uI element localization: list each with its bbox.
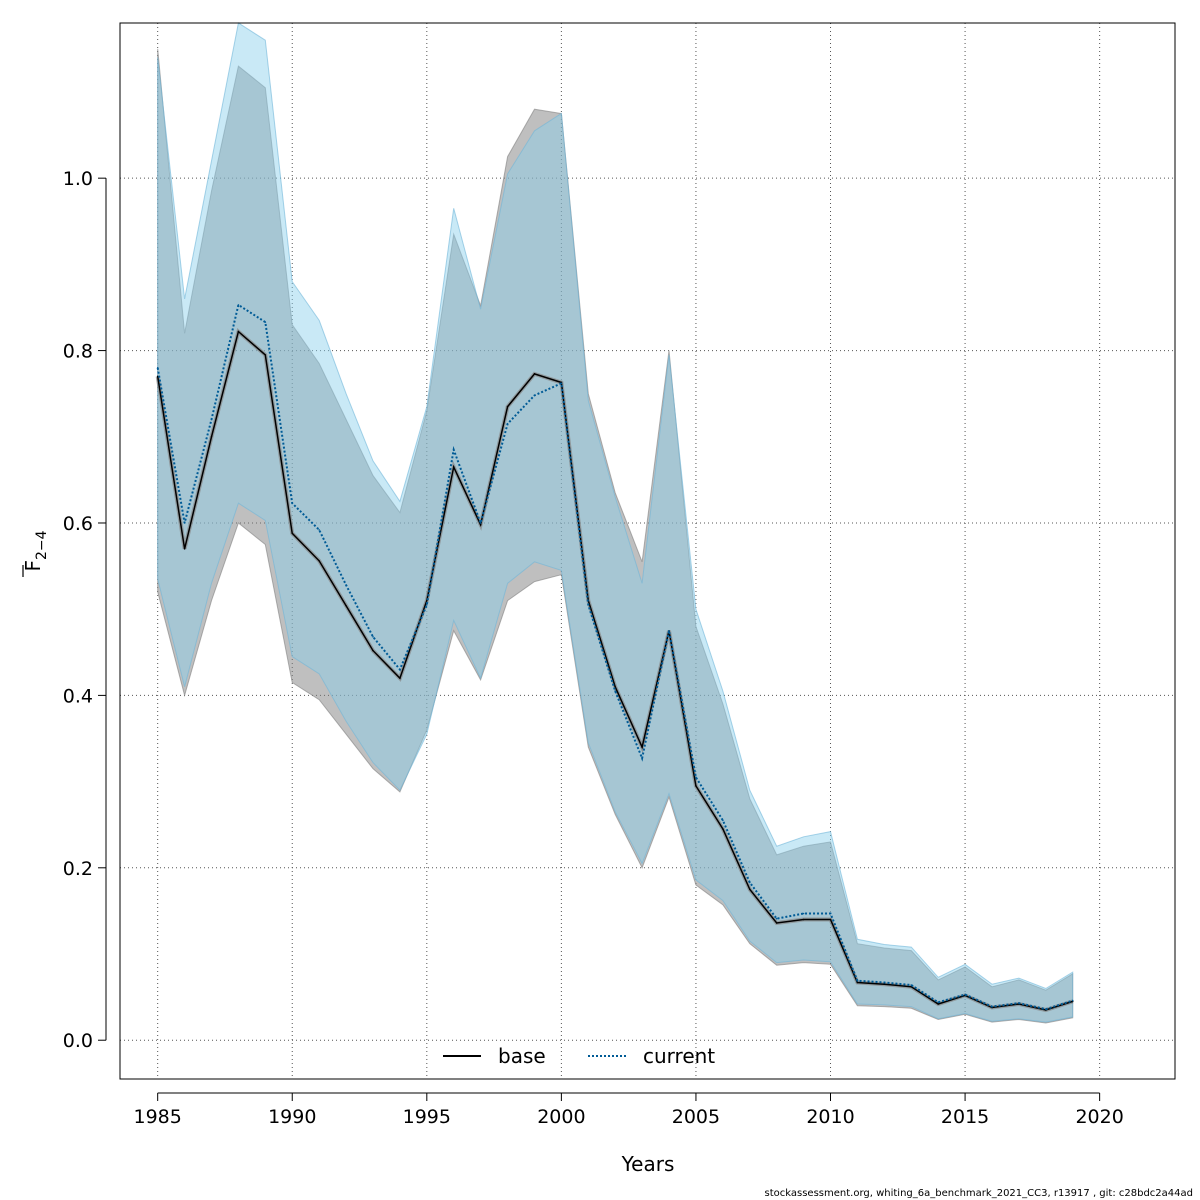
point-base-2002 — [614, 685, 617, 688]
point-current-1985 — [156, 367, 159, 369]
point-base-1988 — [237, 330, 240, 333]
point-base-1999 — [533, 373, 536, 375]
x-tick-label-2020: 2020 — [1075, 1106, 1123, 1128]
point-base-1986 — [183, 548, 186, 550]
point-current-2006 — [722, 819, 724, 822]
point-current-2018 — [1045, 1008, 1047, 1010]
point-current-1992 — [345, 584, 347, 586]
y-tick-label-1: 1.0 — [63, 168, 93, 190]
point-base-2005 — [695, 785, 697, 787]
point-current-2008 — [775, 917, 778, 920]
x-tick-label-2010: 2010 — [806, 1106, 854, 1128]
point-current-1997 — [479, 522, 482, 524]
point-base-2007 — [748, 888, 751, 891]
point-base-1997 — [479, 523, 482, 526]
point-base-2012 — [883, 983, 886, 985]
point-base-1993 — [372, 649, 374, 652]
point-current-2013 — [910, 984, 913, 986]
y-axis-title-base: F — [21, 560, 45, 572]
point-base-1994 — [399, 677, 401, 679]
point-current-2003 — [641, 757, 643, 760]
y-tick-label-0.6: 0.6 — [63, 513, 93, 535]
point-base-2011 — [856, 981, 859, 984]
point-current-2001 — [587, 604, 590, 606]
band-current — [157, 22, 1074, 1023]
point-current-2014 — [937, 1001, 939, 1004]
point-current-2010 — [829, 912, 832, 915]
footer-credit: stockassessment.org, whiting_6a_benchmar… — [765, 1188, 1193, 1199]
point-base-1992 — [345, 604, 347, 607]
series-lines — [155, 303, 1074, 1013]
legend: base current — [443, 1044, 715, 1068]
x-tick-label-1985: 1985 — [133, 1106, 181, 1128]
point-current-2017 — [1018, 1002, 1020, 1004]
point-current-2004 — [668, 629, 670, 632]
x-tick-label-1990: 1990 — [268, 1106, 316, 1128]
point-base-2006 — [722, 828, 724, 830]
point-base-1985 — [156, 375, 159, 378]
point-current-2009 — [802, 912, 805, 915]
point-current-2005 — [695, 776, 697, 779]
x-tick-label-2015: 2015 — [941, 1106, 989, 1128]
point-current-2015 — [964, 993, 966, 996]
point-current-2000 — [560, 382, 563, 385]
y-axis-title: F2−4 — [21, 530, 50, 577]
x-tick-label-2000: 2000 — [537, 1106, 585, 1128]
point-current-2012 — [883, 981, 886, 984]
plot-frame — [119, 22, 1176, 1080]
svg-text:F2−4: F2−4 — [21, 530, 50, 571]
point-current-1993 — [372, 635, 374, 638]
y-axis-title-subscript: 2−4 — [34, 530, 50, 560]
point-base-1987 — [210, 435, 213, 438]
point-current-1991 — [318, 529, 320, 531]
y-tick-label-0.2: 0.2 — [63, 858, 93, 880]
point-current-2002 — [614, 690, 617, 692]
x-axis-title: Years — [621, 1152, 675, 1176]
legend-label-current: current — [643, 1044, 715, 1068]
point-current-1999 — [533, 394, 536, 397]
point-base-1996 — [452, 466, 455, 468]
point-current-2007 — [748, 881, 751, 884]
y-tick-label-0.4: 0.4 — [63, 685, 93, 707]
point-current-1988 — [237, 304, 240, 306]
x-tick-label-1995: 1995 — [403, 1106, 451, 1128]
point-current-2011 — [856, 979, 859, 982]
point-base-2003 — [641, 746, 643, 748]
point-base-2008 — [775, 922, 778, 924]
y-tick-label-0.8: 0.8 — [63, 341, 93, 363]
point-current-1986 — [183, 522, 186, 524]
point-current-1996 — [452, 448, 455, 451]
point-current-1995 — [426, 604, 428, 606]
y-tick-label-0: 0.0 — [63, 1030, 93, 1052]
band-base — [157, 48, 1074, 1024]
point-base-1991 — [318, 560, 320, 562]
legend-label-base: base — [498, 1044, 546, 1068]
point-base-1995 — [426, 599, 428, 602]
point-current-2019 — [1071, 999, 1074, 1002]
point-base-1989 — [264, 354, 267, 356]
point-current-1998 — [506, 423, 509, 425]
confidence-bands — [157, 22, 1074, 1024]
point-current-1990 — [291, 502, 294, 504]
point-base-2009 — [802, 918, 805, 921]
x-tick-label-2005: 2005 — [672, 1106, 720, 1128]
point-current-1989 — [264, 321, 267, 323]
point-base-2014 — [937, 1003, 939, 1005]
point-base-1998 — [506, 405, 509, 408]
point-base-2010 — [829, 918, 832, 921]
point-current-1987 — [210, 418, 213, 421]
point-current-1994 — [399, 668, 401, 671]
point-base-1990 — [291, 532, 294, 535]
point-current-2016 — [991, 1005, 993, 1008]
axes: 1985 1990 1995 2000 2005 2010 2015 2020 0.0 0.2 0.… — [63, 168, 1124, 1128]
